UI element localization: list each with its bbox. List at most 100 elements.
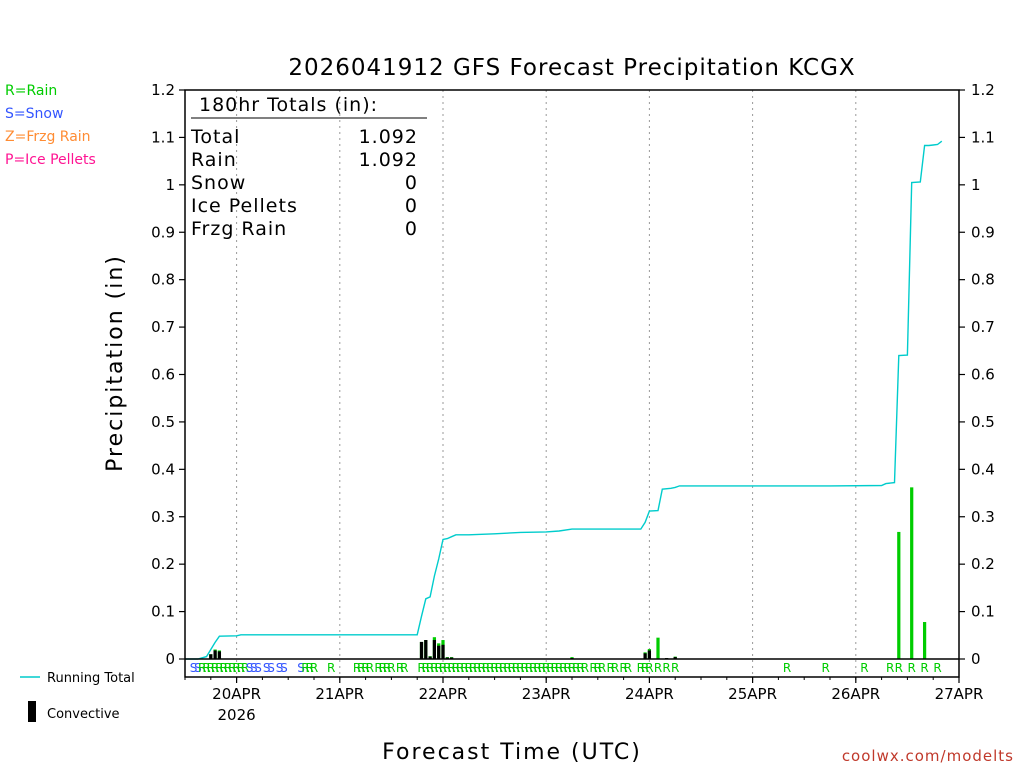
precip-type-letter: R: [512, 661, 520, 675]
y-tick-label-left: 0: [165, 650, 175, 668]
precip-type-letter: R: [933, 661, 941, 675]
precip-type-letter: R: [426, 661, 434, 675]
precip-type-letter: R: [637, 661, 645, 675]
precip-type-letter: R: [207, 661, 215, 675]
precip-type-letter: R: [589, 661, 597, 675]
convective-bar: [428, 656, 432, 659]
precip-type-letter: R: [465, 661, 473, 675]
legend: Running Total Convective: [20, 671, 135, 722]
convective-bar: [441, 644, 445, 659]
totals-row-label: Ice Pellets: [191, 195, 298, 217]
precip-type-letter: R: [357, 661, 365, 675]
y-tick-label-right: 0.2: [971, 555, 995, 573]
x-tick-label: 23APR: [522, 685, 571, 703]
precip-type-letter: R: [895, 661, 903, 675]
precip-type-letter: R: [564, 661, 572, 675]
running-total-legend-label: Running Total: [47, 671, 135, 686]
totals-row-value: 0: [405, 172, 418, 194]
x-tick-label: 20APR: [212, 685, 261, 703]
grid-lines: [236, 90, 857, 677]
precip-type-letter: R: [447, 661, 455, 675]
precip-type-letter: R: [607, 661, 615, 675]
precip-bar: [922, 622, 927, 659]
precip-type-letter: R: [435, 661, 443, 675]
precip-type-letter: R: [521, 661, 529, 675]
precip-type-letter: R: [555, 661, 563, 675]
precip-type-letter: R: [310, 661, 318, 675]
convective-bar: [673, 657, 677, 659]
totals-row-label: Frzg Rain: [191, 218, 287, 240]
precip-type-letter: R: [482, 661, 490, 675]
precip-type-letter: R: [400, 661, 408, 675]
y-tick-label-left: 0.4: [151, 460, 175, 478]
precip-type-letter: R: [594, 661, 602, 675]
precip-type-letter: R: [224, 661, 232, 675]
convective-bar: [213, 650, 217, 659]
y-tick-label-right: 0.7: [971, 318, 995, 336]
precip-type-letter: R: [654, 661, 662, 675]
y-tick-label-left: 0.1: [151, 603, 175, 621]
totals-row-label: Snow: [191, 172, 246, 194]
precip-type-letter: R: [598, 661, 606, 675]
totals-row-label: Total: [190, 126, 240, 148]
precip-type-letter: R: [551, 661, 559, 675]
precip-type-letter: R: [568, 661, 576, 675]
precip-type-letter: R: [396, 661, 404, 675]
precip-type-letter: R: [624, 661, 632, 675]
running-total-line: [185, 140, 943, 660]
y-tick-label-right: 0.8: [971, 271, 995, 289]
precip-type-letter: R: [228, 661, 236, 675]
precip-type-letter: R: [353, 661, 361, 675]
convective-bar: [647, 650, 652, 659]
y-tick-label-left: 0.8: [151, 271, 175, 289]
precip-type-letter: S: [267, 661, 275, 675]
precip-type-letter: S: [276, 661, 284, 675]
precip-type-letter: R: [503, 661, 511, 675]
convective-bar: [209, 654, 213, 659]
x-tick-year: 2026: [218, 706, 256, 724]
precip-type-letter: R: [671, 661, 679, 675]
totals-row-value: 1.092: [359, 149, 418, 171]
totals-row-value: 0: [405, 218, 418, 240]
precip-type-letter: R: [886, 661, 894, 675]
y-tick-label-left: 0.9: [151, 223, 175, 241]
y-tick-label-left: 0.6: [151, 366, 175, 384]
precip-key-item: R=Rain: [5, 83, 57, 99]
precip-type-letter: R: [529, 661, 537, 675]
precip-type-letter: R: [361, 661, 369, 675]
y-tick-label-left: 0.3: [151, 508, 175, 526]
precip-type-letter: R: [241, 661, 249, 675]
precip-type-letter: R: [499, 661, 507, 675]
totals-box: 180hr Totals (in): Total 1.092 Rain 1.092 Sno…: [190, 94, 427, 240]
y-tick-label-right: 0.1: [971, 603, 995, 621]
y-axis-label: Precipitation (in): [103, 254, 128, 472]
convective-bar: [437, 645, 441, 659]
precip-type-letter: R: [490, 661, 498, 675]
precip-type-letter: R: [443, 661, 451, 675]
x-tick-label: 26APR: [831, 685, 880, 703]
precip-type-letter: R: [430, 661, 438, 675]
x-axis-label: Forecast Time (UTC): [382, 740, 642, 765]
precip-type-letter: R: [641, 661, 649, 675]
precip-type-letter: R: [301, 661, 309, 675]
precip-type-letter: R: [383, 661, 391, 675]
precip-type-letter: R: [645, 661, 653, 675]
y-tick-label-left: 1: [165, 176, 175, 194]
precip-bar: [570, 657, 574, 659]
precip-bar: [656, 637, 660, 659]
y-tick-label-right: 0.3: [971, 508, 995, 526]
convective-bar: [217, 651, 222, 659]
precip-key-item: S=Snow: [5, 106, 63, 122]
credit-text: coolwx.com/modelts: [842, 747, 1014, 765]
precip-type-letter: R: [576, 661, 584, 675]
precip-type-letter: R: [198, 661, 206, 675]
y-tick-label-left: 1.1: [151, 128, 175, 146]
y-tick-label-left: 0.7: [151, 318, 175, 336]
y-tick-label-right: 1.2: [971, 81, 995, 99]
precip-type-letter: R: [486, 661, 494, 675]
precip-key-item: P=Ice Pellets: [5, 152, 96, 168]
convective-bar: [419, 641, 424, 659]
y-tick-label-right: 0: [971, 650, 981, 668]
